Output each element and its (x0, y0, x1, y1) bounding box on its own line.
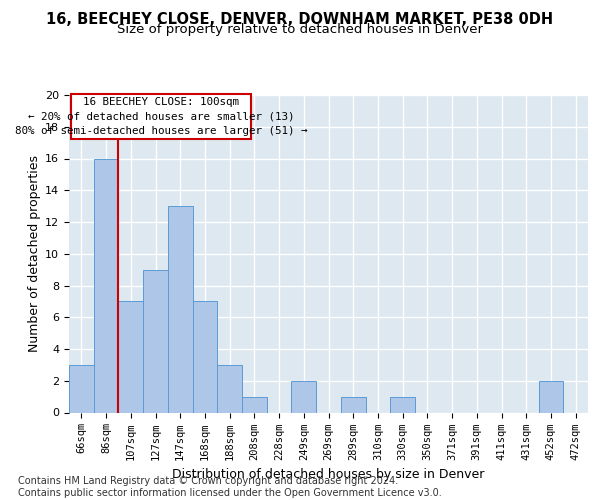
Text: Contains HM Land Registry data © Crown copyright and database right 2024.
Contai: Contains HM Land Registry data © Crown c… (18, 476, 442, 498)
Bar (69, 365, 94, 412)
Text: 80% of semi-detached houses are larger (51) →: 80% of semi-detached houses are larger (… (14, 126, 307, 136)
Bar (242, 396, 267, 412)
Bar (217, 365, 242, 412)
Bar (292, 381, 316, 412)
Text: 16 BEECHEY CLOSE: 100sqm: 16 BEECHEY CLOSE: 100sqm (83, 96, 239, 106)
Bar (143, 270, 168, 412)
Bar (341, 396, 365, 412)
Bar (539, 381, 563, 412)
Bar (94, 158, 118, 412)
Bar (118, 302, 143, 412)
Text: 16, BEECHEY CLOSE, DENVER, DOWNHAM MARKET, PE38 0DH: 16, BEECHEY CLOSE, DENVER, DOWNHAM MARKE… (46, 12, 554, 28)
X-axis label: Distribution of detached houses by size in Denver: Distribution of detached houses by size … (172, 468, 485, 481)
Bar (390, 396, 415, 412)
Y-axis label: Number of detached properties: Number of detached properties (28, 155, 41, 352)
Bar (193, 302, 217, 412)
FancyBboxPatch shape (71, 94, 251, 138)
Text: ← 20% of detached houses are smaller (13): ← 20% of detached houses are smaller (13… (28, 112, 294, 122)
Bar (168, 206, 193, 412)
Text: Size of property relative to detached houses in Denver: Size of property relative to detached ho… (117, 22, 483, 36)
